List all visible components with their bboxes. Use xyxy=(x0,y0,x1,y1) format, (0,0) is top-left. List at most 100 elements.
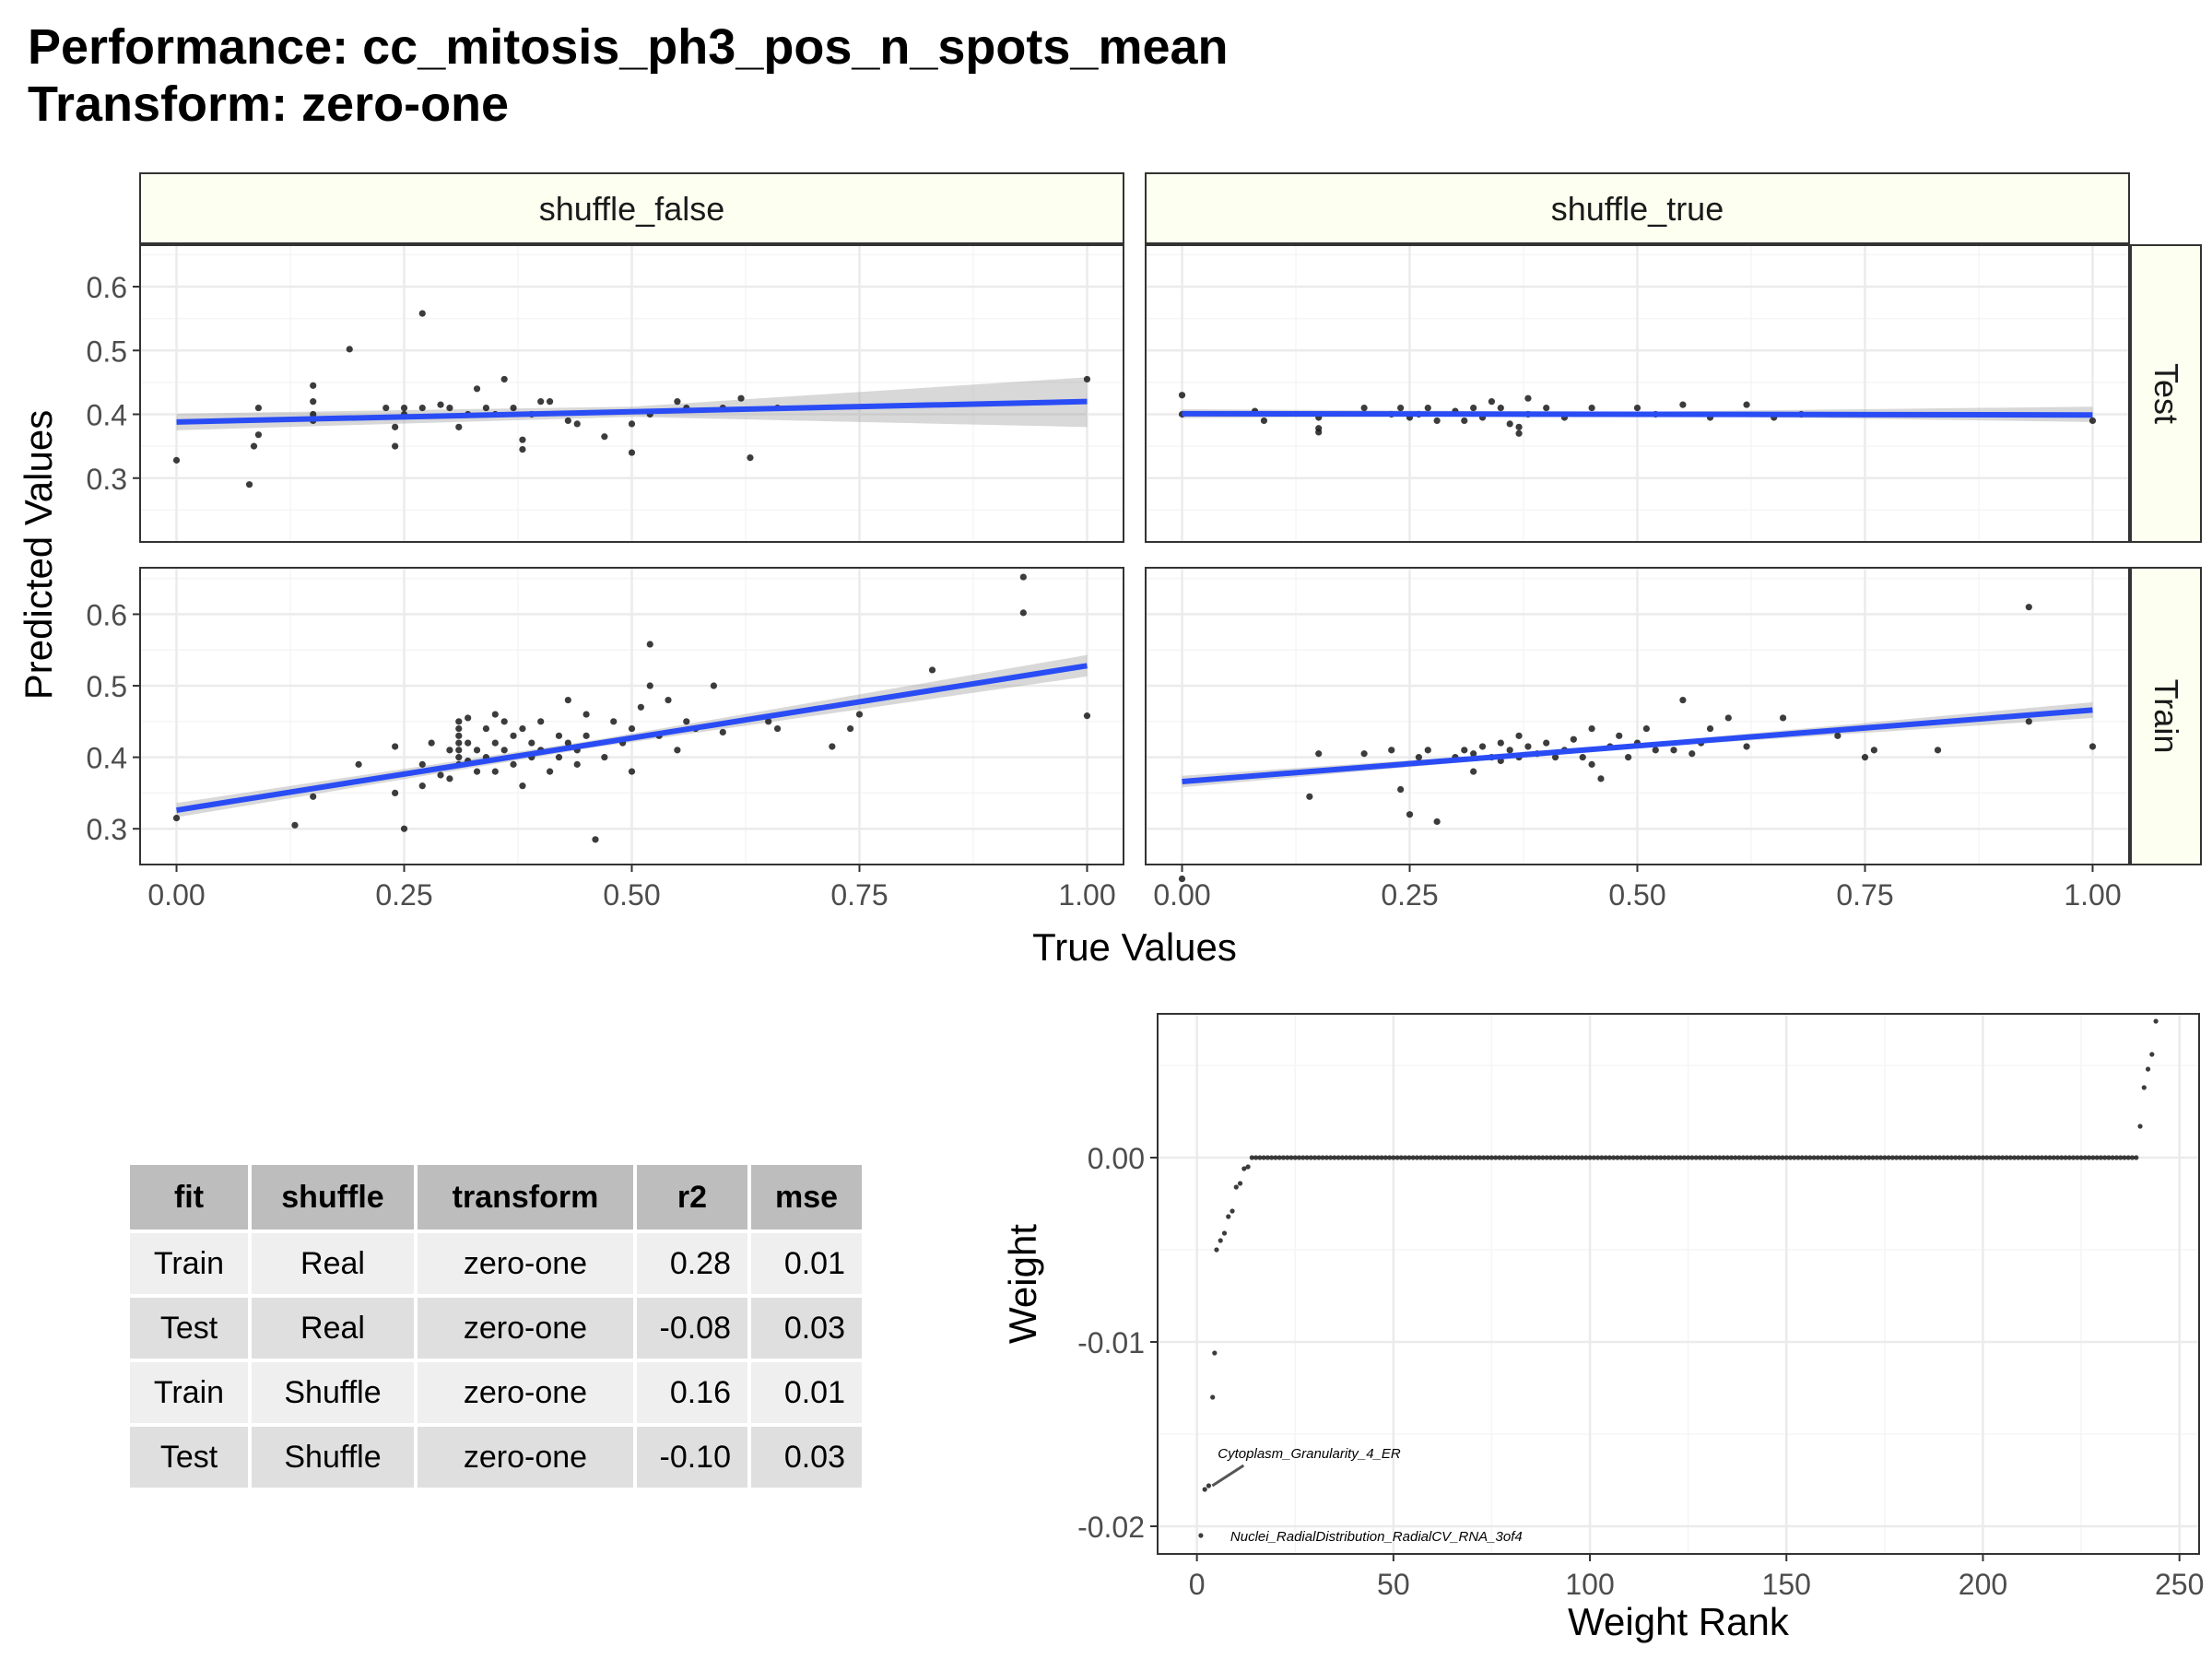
y-axis-title: Weight xyxy=(1001,1224,1044,1344)
weight-point xyxy=(1721,1155,1726,1160)
weight-point xyxy=(2118,1155,2124,1160)
weight-point xyxy=(2087,1155,2092,1160)
data-point xyxy=(392,743,399,750)
table-row: Train Real zero-one 0.28 0.01 xyxy=(130,1233,862,1294)
weight-point xyxy=(1528,1155,1534,1160)
weight-point xyxy=(2066,1155,2072,1160)
weight-point xyxy=(1245,1164,1251,1170)
weight-point xyxy=(2122,1155,2127,1160)
weight-point xyxy=(2113,1155,2120,1160)
data-point xyxy=(482,404,490,412)
weight-point xyxy=(1544,1155,1549,1160)
weight-point xyxy=(1426,1155,1431,1160)
weight-point xyxy=(1819,1155,1825,1160)
data-point xyxy=(582,711,590,718)
weight-point xyxy=(1438,1155,1443,1160)
data-point xyxy=(400,404,408,412)
data-point xyxy=(1743,743,1750,750)
weight-point xyxy=(1462,1155,1467,1160)
weight-point xyxy=(1355,1155,1361,1160)
weight-point xyxy=(1665,1155,1671,1160)
weight-point xyxy=(1308,1155,1313,1160)
weight-point xyxy=(1328,1155,1334,1160)
x-axis-title: Weight Rank xyxy=(1568,1600,1790,1643)
weight-point xyxy=(2110,1155,2115,1160)
data-point xyxy=(446,747,453,754)
weight-point xyxy=(2141,1085,2147,1090)
data-point xyxy=(1934,747,1942,754)
data-point xyxy=(1861,754,1869,761)
weight-point xyxy=(2054,1155,2061,1160)
weight-point xyxy=(2129,1155,2136,1160)
data-point xyxy=(510,760,517,768)
x-tick-label: 100 xyxy=(1565,1568,1614,1601)
data-point xyxy=(1515,732,1523,739)
data-point xyxy=(455,739,463,747)
data-point xyxy=(1588,760,1595,768)
weight-point xyxy=(1563,1155,1570,1160)
weight-point xyxy=(1465,1155,1471,1160)
weight-point xyxy=(1453,1155,1459,1160)
data-point xyxy=(1551,754,1559,761)
strip-box xyxy=(1145,172,2130,244)
data-point xyxy=(491,711,499,718)
data-point xyxy=(555,732,563,739)
cell-r2: 0.28 xyxy=(637,1233,747,1294)
data-point xyxy=(1433,818,1441,826)
title-metric: Performance: cc_mitosis_ph3_pos_n_spots_… xyxy=(28,19,1229,75)
data-point xyxy=(250,442,258,450)
y-tick-label: 0.6 xyxy=(87,271,127,304)
data-point xyxy=(473,768,481,775)
weight-point xyxy=(1898,1155,1903,1160)
data-point xyxy=(1570,735,1577,743)
weight-point xyxy=(1571,1155,1577,1160)
data-point xyxy=(674,398,681,406)
y-tick-label: -0.02 xyxy=(1077,1511,1145,1544)
weight-point xyxy=(1933,1155,1938,1160)
data-point xyxy=(1679,401,1687,408)
y-tick-label: 0.00 xyxy=(1088,1142,1145,1175)
weight-point xyxy=(1992,1155,1997,1160)
weight-point xyxy=(1386,1155,1393,1160)
data-point xyxy=(2088,743,2097,750)
data-point xyxy=(847,724,854,733)
cell-shuffle: Real xyxy=(252,1298,414,1359)
data-point xyxy=(1524,394,1532,402)
weight-point xyxy=(1630,1155,1636,1160)
panel-border xyxy=(1157,1013,2200,1555)
weight-point xyxy=(1312,1155,1318,1160)
weight-point xyxy=(1473,1155,1478,1160)
data-point xyxy=(601,754,608,761)
data-point xyxy=(519,782,526,790)
weight-point xyxy=(2082,1155,2088,1160)
weight-point xyxy=(1807,1155,1813,1160)
weight-point xyxy=(1740,1155,1746,1160)
cell-transform: zero-one xyxy=(418,1298,633,1359)
regression-line xyxy=(176,398,1088,425)
data-point xyxy=(1260,417,1268,425)
x-tick-label: 1.00 xyxy=(1058,878,1115,912)
weight-point xyxy=(1406,1155,1412,1160)
data-point xyxy=(537,718,545,725)
data-point xyxy=(519,436,526,443)
data-point xyxy=(564,417,571,425)
weight-point xyxy=(2023,1155,2029,1160)
weight-point xyxy=(1324,1155,1329,1160)
weight-point xyxy=(1984,1155,1990,1160)
data-point xyxy=(510,732,517,739)
weight-point xyxy=(1552,1155,1558,1160)
data-point xyxy=(392,789,399,797)
weight-point xyxy=(1882,1155,1888,1160)
data-point xyxy=(455,732,463,739)
data-point xyxy=(601,433,608,441)
data-point xyxy=(446,404,453,412)
x-tick-label: 50 xyxy=(1377,1568,1410,1601)
weight-point xyxy=(1689,1155,1695,1160)
y-tick-label: 0.3 xyxy=(87,813,127,846)
weight-point xyxy=(1921,1155,1927,1160)
data-point xyxy=(628,768,636,775)
data-point xyxy=(1461,747,1468,754)
data-point xyxy=(437,401,444,408)
weight-point xyxy=(1441,1155,1447,1160)
weight-point xyxy=(1658,1155,1664,1160)
